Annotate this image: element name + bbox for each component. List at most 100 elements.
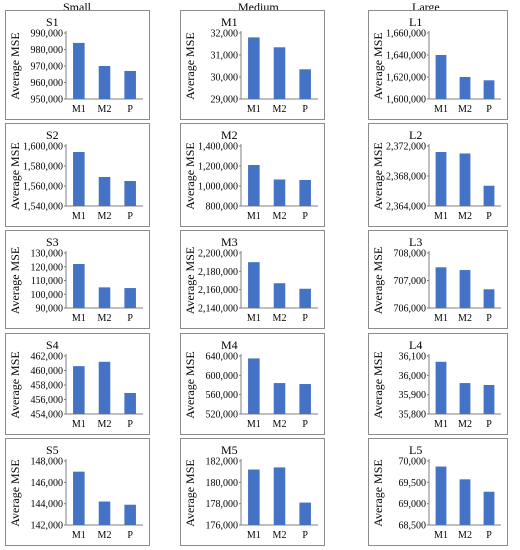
y-axis-label: Average MSE xyxy=(8,247,22,314)
bar-chart: S5 Average MSE 148,000 146,000 144,000 142,00… xyxy=(8,443,143,541)
chart-title: M5 xyxy=(221,443,238,457)
x-tick-label: P xyxy=(486,419,492,430)
y-axis-label: Average MSE xyxy=(183,142,197,209)
bar-chart: L2 Average MSE 2,372,000 2,368,000 2,364,000… xyxy=(371,128,501,222)
bar-m1 xyxy=(73,366,85,414)
bar-m2 xyxy=(273,383,286,414)
x-tick-label: P xyxy=(127,104,133,115)
y-tick-label: 1,600,000 xyxy=(23,142,63,153)
y-tick-label: 708,000 xyxy=(394,249,427,260)
bar-m2 xyxy=(459,77,471,99)
x-tick-label: P xyxy=(486,104,492,115)
bar-m2 xyxy=(273,283,286,308)
y-tick-label: 454,000 xyxy=(31,410,64,421)
bar-p xyxy=(124,392,136,414)
y-tick-label: 130,000 xyxy=(31,249,64,260)
chart-panel-s3: S3 Average MSE 130,000 120,000 110,000 100,00… xyxy=(5,230,150,329)
bar-m2 xyxy=(98,501,111,525)
chart-panel-m5: M5 Average MSE 182,000 180,000 178,000 176,00… xyxy=(180,438,325,546)
x-tick-label: M1 xyxy=(247,104,261,115)
x-tick-label: P xyxy=(302,313,308,324)
bar-p xyxy=(124,181,136,206)
y-axis-label: Average MSE xyxy=(8,351,22,418)
bar-chart: L5 Average MSE 70,000 69,500 69,000 68,500 M1 M… xyxy=(371,443,501,541)
bar-chart: S4 Average MSE 462,000 460,000 458,000 456,00… xyxy=(8,338,143,430)
x-tick-label: M1 xyxy=(434,313,448,324)
x-tick-label: M2 xyxy=(98,530,112,541)
x-tick-label: M1 xyxy=(72,419,86,430)
x-tick-label: M1 xyxy=(72,211,86,222)
x-tick-label: M1 xyxy=(247,530,261,541)
y-tick-label: 1,580,000 xyxy=(23,162,63,173)
chart-title: S1 xyxy=(46,15,59,29)
x-tick-label: M1 xyxy=(434,104,448,115)
chart-panel-m1: M1 Average MSE 32,000 31,000 30,000 29,000 M1 M… xyxy=(180,10,325,120)
y-axis-label: Average MSE xyxy=(183,247,197,314)
chart-title: M2 xyxy=(221,128,238,142)
bar-p xyxy=(124,70,136,99)
y-tick-label: 2,160,000 xyxy=(198,285,238,296)
bar-p xyxy=(299,502,311,525)
x-tick-label: M1 xyxy=(434,530,448,541)
y-tick-label: 520,000 xyxy=(206,410,239,421)
bar-m1 xyxy=(73,471,85,525)
x-tick-label: M2 xyxy=(458,104,472,115)
chart-title: L1 xyxy=(409,15,422,29)
bar-p xyxy=(124,288,136,308)
chart-title: L5 xyxy=(409,443,422,457)
y-tick-label: 960,000 xyxy=(31,78,64,89)
bar-m2 xyxy=(98,361,111,414)
bar-m1 xyxy=(435,361,447,414)
chart-title: M4 xyxy=(221,338,238,352)
chart-panel-s5: S5 Average MSE 148,000 146,000 144,000 142,00… xyxy=(5,438,150,546)
y-tick-label: 142,000 xyxy=(31,521,64,532)
y-tick-label: 1,400,000 xyxy=(198,142,238,153)
x-tick-label: M1 xyxy=(434,419,448,430)
bar-m1 xyxy=(248,262,260,308)
x-tick-label: P xyxy=(302,211,308,222)
bar-m2 xyxy=(459,479,471,525)
chart-title: L4 xyxy=(409,338,422,352)
x-tick-label: M2 xyxy=(98,419,112,430)
x-tick-label: M2 xyxy=(98,211,112,222)
x-tick-label: P xyxy=(127,419,133,430)
y-axis-label: Average MSE xyxy=(183,351,197,418)
chart-panel-s1: S1 Average MSE 990,000 980,000 970,000 960,00… xyxy=(5,10,150,120)
chart-title: M1 xyxy=(221,15,238,29)
bar-chart: M4 Average MSE 640,000 600,000 560,000 520,00… xyxy=(183,338,318,430)
bar-p xyxy=(299,69,311,99)
y-tick-label: 460,000 xyxy=(31,366,64,377)
bar-chart: M1 Average MSE 32,000 31,000 30,000 29,000 M1 M… xyxy=(183,15,318,115)
x-tick-label: M2 xyxy=(273,530,287,541)
y-tick-label: 800,000 xyxy=(206,202,239,213)
y-tick-label: 1,540,000 xyxy=(23,202,63,213)
y-tick-label: 29,000 xyxy=(211,95,239,106)
bar-p xyxy=(299,288,311,308)
bar-chart: M3 Average MSE 2,200,000 2,180,000 2,160,000… xyxy=(183,235,318,324)
y-tick-label: 950,000 xyxy=(31,95,64,106)
x-tick-label: P xyxy=(486,211,492,222)
bar-m1 xyxy=(73,264,85,308)
y-tick-label: 462,000 xyxy=(31,352,64,363)
x-tick-label: M2 xyxy=(458,313,472,324)
bar-m1 xyxy=(73,152,85,206)
bar-m1 xyxy=(435,55,447,99)
y-tick-label: 36,000 xyxy=(399,371,427,382)
chart-panel-m3: M3 Average MSE 2,200,000 2,180,000 2,160,000… xyxy=(180,230,325,329)
x-tick-label: P xyxy=(302,530,308,541)
y-axis-label: Average MSE xyxy=(371,142,385,209)
y-tick-label: 2,364,000 xyxy=(386,202,426,213)
x-tick-label: M2 xyxy=(273,313,287,324)
y-tick-label: 560,000 xyxy=(206,390,239,401)
x-tick-label: M2 xyxy=(273,104,287,115)
chart-panel-l3: L3 Average MSE 708,000 707,000 706,000 M1 M2 P xyxy=(368,230,508,329)
bar-p xyxy=(483,385,495,414)
y-tick-label: 1,000,000 xyxy=(198,182,238,193)
x-tick-label: M2 xyxy=(273,211,287,222)
y-tick-label: 178,000 xyxy=(206,499,239,510)
y-tick-label: 69,000 xyxy=(399,499,427,510)
y-tick-label: 148,000 xyxy=(31,457,64,468)
bar-p xyxy=(483,491,495,525)
y-axis-label: Average MSE xyxy=(8,32,22,99)
x-tick-label: M2 xyxy=(458,211,472,222)
